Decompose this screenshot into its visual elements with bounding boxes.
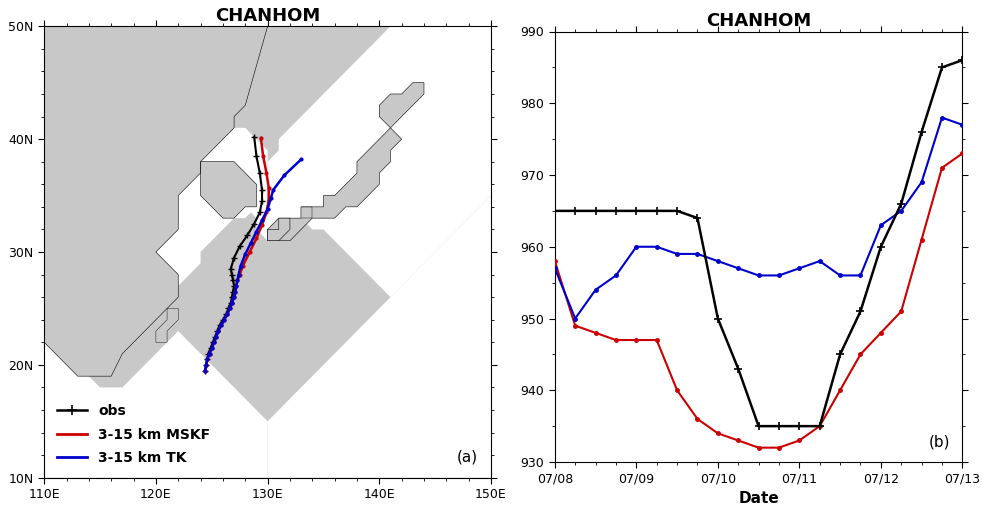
Polygon shape <box>156 128 268 320</box>
Legend: obs, 3-15 km MSKF, 3-15 km TK: obs, 3-15 km MSKF, 3-15 km TK <box>51 398 216 471</box>
Polygon shape <box>268 128 402 240</box>
Polygon shape <box>379 82 424 128</box>
Title: CHANHOM: CHANHOM <box>215 7 320 25</box>
Text: (a): (a) <box>457 449 477 464</box>
Polygon shape <box>268 218 290 240</box>
Polygon shape <box>268 195 491 478</box>
Polygon shape <box>156 308 179 342</box>
Polygon shape <box>301 207 312 218</box>
Polygon shape <box>246 26 491 297</box>
X-axis label: Date: Date <box>738 491 779 506</box>
Title: CHANHOM: CHANHOM <box>706 12 811 30</box>
Polygon shape <box>200 162 256 218</box>
Text: (b): (b) <box>929 434 951 449</box>
Polygon shape <box>44 331 268 478</box>
